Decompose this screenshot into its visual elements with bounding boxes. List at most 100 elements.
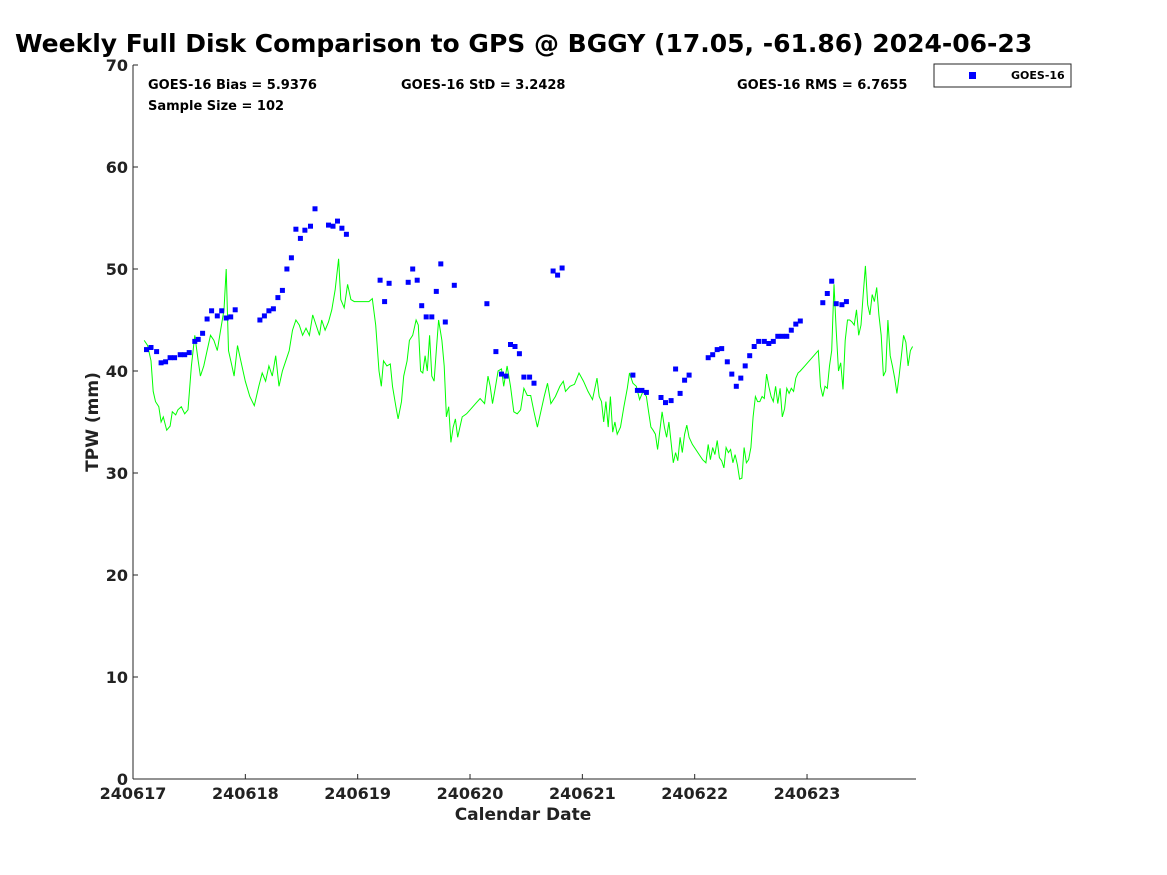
legend-label-goes: GOES-16 [1011,69,1065,82]
goes-data-point [559,265,565,271]
y-tick-label: 40 [106,362,128,381]
x-tick-label: 240618 [212,784,279,803]
goes-data-point [630,372,636,378]
x-ticks: 240617 240618 240619 240620 240621 240622 2406… [100,774,840,803]
y-axis-label: TPW (mm) [83,372,103,472]
y-tick-label: 30 [106,464,128,483]
goes-data-point [410,266,416,272]
goes-data-point [154,349,160,355]
goes-data-point [186,350,192,356]
goes-data-point [508,342,513,347]
goes-data-point [302,227,308,233]
goes-data-point [550,268,556,274]
goes-data-point [275,295,281,301]
goes-data-point [733,383,739,389]
gps-series-layer [143,258,914,480]
goes-data-point [204,316,210,322]
goes-data-point [747,353,753,359]
goes-data-point [531,380,537,386]
goes-data-point [326,222,331,228]
goes-data-point [775,333,781,339]
x-tick-label: 240619 [324,784,391,803]
goes-data-point [438,261,444,267]
goes-data-point [673,366,679,372]
y-tick-label: 10 [106,668,128,687]
goes-data-point [195,336,201,342]
goes-data-point [284,266,290,272]
goes-data-point [527,374,533,380]
goes-data-point [499,371,504,377]
goes-data-point [433,288,439,294]
goes-data-point [686,372,692,378]
goes-data-point [330,223,336,229]
goes-data-point [820,300,826,306]
goes-data-point [312,206,318,212]
goes-data-point [335,218,340,224]
goes-data-point [668,398,674,404]
goes-data-point [219,308,225,314]
goes-data-point [293,226,299,232]
goes-data-point [788,327,794,333]
goes-data-point [503,373,509,379]
goes-data-point [405,279,411,285]
goes-data-point [308,223,313,229]
goes-data-point [784,333,790,339]
goes-data-point [779,333,785,339]
goes-data-point [516,351,522,357]
goes-data-point [493,349,499,355]
goes-data-point [177,352,183,358]
goes-data-point [797,318,803,324]
goes-data-point [451,282,457,288]
goes-data-point [167,355,173,361]
goes-data-point [232,307,238,313]
y-tick-label: 60 [106,158,128,177]
y-tick-label: 20 [106,566,128,585]
goes-data-point [761,338,767,344]
goes-data-point [423,314,429,320]
goes-data-point [382,299,388,305]
x-tick-label: 240622 [661,784,728,803]
goes-data-point [512,344,518,349]
goes-data-point [339,225,345,231]
goes-data-point [343,231,349,237]
stat-rms: GOES-16 RMS = 6.7655 [737,78,907,93]
goes-data-point [705,355,711,361]
stat-bias: GOES-16 Bias = 5.9376 [148,78,317,93]
goes-data-point [223,315,229,321]
goes-data-point [770,338,776,344]
goes-data-point [163,359,169,365]
goes-data-point [257,317,263,323]
goes-data-point [144,347,149,353]
goes-data-point [833,301,839,307]
goes-data-point [634,387,640,393]
goes-data-point [158,360,164,366]
goes-data-point [172,355,178,361]
goes-data-point [270,306,276,312]
x-axis-label: Calendar Date [455,805,592,825]
goes-data-point [714,347,720,353]
goes-data-point [266,308,272,314]
goes-data-point [793,321,799,327]
x-tick-label: 240620 [437,784,504,803]
goes-data-point [414,277,420,283]
legend-marker-goes [969,72,976,79]
stat-sample-size: Sample Size = 102 [148,99,284,114]
chart-title: Weekly Full Disk Comparison to GPS @ BGG… [15,29,1032,58]
goes-data-point [724,359,730,365]
goes-data-point [442,319,448,325]
goes-data-point [710,352,716,358]
goes-data-point [209,308,215,314]
goes-data-point [200,330,206,336]
goes-data-point [766,341,772,346]
goes-data-point [729,371,735,377]
goes-data-point [214,313,220,319]
goes-data-point [148,345,154,350]
legend-box [933,63,1072,88]
goes-data-point [824,291,830,296]
goes-data-point [192,338,198,344]
legend: GOES-16 [933,63,1072,88]
goes-data-point [751,344,757,349]
goes-data-point [756,338,762,344]
